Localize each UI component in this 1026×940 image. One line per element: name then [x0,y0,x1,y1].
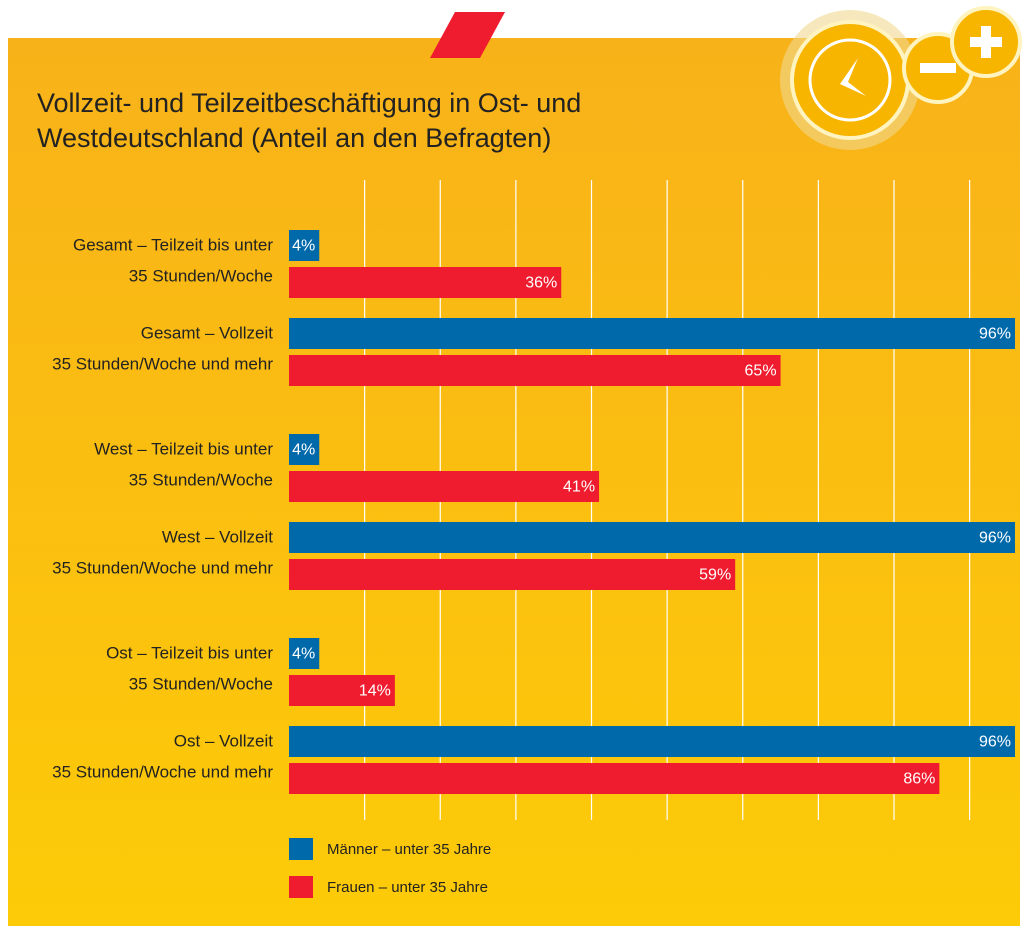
clock [808,38,892,122]
bar [289,355,781,386]
y-tick-label: West – Vollzeit [162,527,273,546]
clock [840,58,866,96]
plus-button [981,26,991,58]
y-tick-label: 35 Stunden/Woche und mehr [52,354,273,373]
data-label: 86% [903,771,935,788]
data-label: 41% [563,479,595,496]
y-tick-label: Gesamt – Teilzeit bis unter [73,235,273,254]
y-tick-label: 35 Stunden/Woche [129,674,273,693]
data-label: 14% [359,683,391,700]
data-label: 96% [979,530,1011,547]
chart-title: Vollzeit- und Teilzeitbeschäftigung in O… [37,88,582,153]
bar [289,638,320,669]
data-label: 36% [525,275,557,292]
data-label: 59% [699,567,731,584]
y-tick-label: 35 Stunden/Woche [129,266,273,285]
y-tick-label: 35 Stunden/Woche und mehr [52,558,273,577]
data-label: 4% [292,238,315,255]
bar [289,318,1015,349]
y-tick-label: 35 Stunden/Woche und mehr [52,762,273,781]
legend-label: Männer – unter 35 Jahre [327,841,491,858]
data-label: 65% [745,363,777,380]
legend-swatch [289,876,313,898]
bar [289,230,320,261]
y-tick-label: Gesamt – Vollzeit [141,323,274,342]
y-tick-label: Ost – Vollzeit [174,731,273,750]
bar [289,522,1015,553]
bar [289,675,395,706]
data-label: 96% [979,734,1011,751]
bar [289,559,736,590]
decor [430,12,505,58]
y-tick-label: West – Teilzeit bis unter [94,439,273,458]
data-label: 4% [292,646,315,663]
bar [289,763,940,794]
legend-swatch [289,838,313,860]
y-tick-label: 35 Stunden/Woche [129,470,273,489]
y-tick-label: Ost – Teilzeit bis unter [106,643,273,662]
data-label: 4% [292,442,315,459]
data-label: 96% [979,326,1011,343]
legend-label: Frauen – unter 35 Jahre [327,879,488,896]
minus-button [920,63,956,73]
bar [289,471,600,502]
bar [289,267,562,298]
bar [289,726,1015,757]
bar [289,434,320,465]
